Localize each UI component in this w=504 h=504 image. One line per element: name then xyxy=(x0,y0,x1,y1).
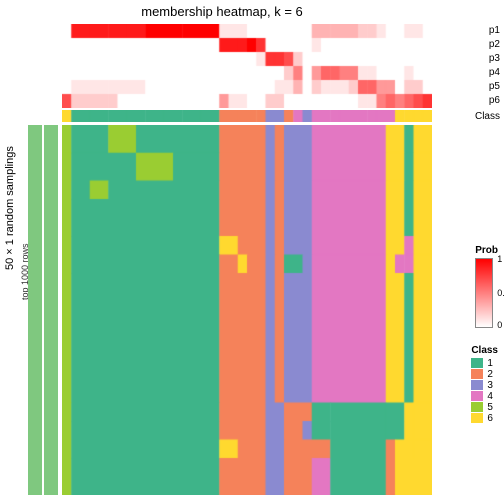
swatch-icon xyxy=(471,402,483,412)
p4-label: p4 xyxy=(489,66,500,80)
class-legend-item: 1 xyxy=(471,358,498,369)
swatch-icon xyxy=(471,413,483,423)
p6-label: p6 xyxy=(489,94,500,108)
class-legend-item: 6 xyxy=(471,413,498,424)
swatch-icon xyxy=(471,380,483,390)
prob-legend: Prob 1 0.5 0 xyxy=(475,245,498,328)
samplings-sidebar xyxy=(28,125,42,495)
class-legend-item: 5 xyxy=(471,402,498,413)
class-legend-item: 4 xyxy=(471,391,498,402)
swatch-icon xyxy=(471,358,483,368)
p-row-labels: p1 p2 p3 p4 p5 p6 xyxy=(489,24,500,108)
p1-label: p1 xyxy=(489,24,500,38)
main-membership-heatmap xyxy=(62,125,432,495)
class-legend-title: Class xyxy=(471,345,498,356)
class-row-label: Class xyxy=(475,111,500,122)
prob-gradient xyxy=(475,258,493,328)
chart-title: membership heatmap, k = 6 xyxy=(0,4,444,19)
rows-sidebar xyxy=(44,125,58,495)
probability-rows-heatmap xyxy=(62,24,432,108)
samplings-axis-label: 50 × 1 random samplings xyxy=(4,146,16,270)
class-legend-item: 3 xyxy=(471,380,498,391)
class-annotation-row xyxy=(62,110,432,122)
swatch-icon xyxy=(471,391,483,401)
p3-label: p3 xyxy=(489,52,500,66)
p5-label: p5 xyxy=(489,80,500,94)
p2-label: p2 xyxy=(489,38,500,52)
class-legend: Class 123456 xyxy=(471,345,498,424)
class-legend-item: 2 xyxy=(471,369,498,380)
prob-legend-title: Prob xyxy=(475,245,498,256)
swatch-icon xyxy=(471,369,483,379)
